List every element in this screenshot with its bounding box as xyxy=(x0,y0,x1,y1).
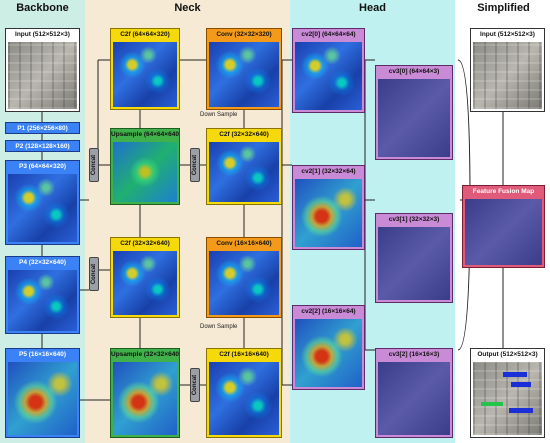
neck-c2f-1-label: C2f (64×64×320) xyxy=(120,31,170,38)
p3-label: P3 (64×64×320) xyxy=(19,163,66,170)
feature-fusion-map xyxy=(465,199,542,265)
head-cv3-2-label: cv3[2] (16×16×3) xyxy=(388,351,440,358)
head-cv2-0-label: cv2[0] (64×64×64) xyxy=(301,31,356,38)
neck-conv-1: Conv (32×32×320) xyxy=(206,28,282,110)
neck-title: Neck xyxy=(174,2,201,14)
detection-box-2 xyxy=(511,382,531,387)
neck-upsample-2: Upsample (32×32×640) xyxy=(110,348,180,438)
head-cv3-1: cv3[1] (32×32×3) xyxy=(375,213,453,303)
p3-heatmap xyxy=(8,174,77,242)
neck-c2f-3-label: C2f (32×32×640) xyxy=(120,240,170,247)
head-cv3-0-map xyxy=(378,79,450,157)
feature-fusion-label: Feature Fusion Map xyxy=(472,188,535,195)
neck-c2f-4: C2f (16×16×640) xyxy=(206,348,282,438)
neck-c2f-3-heatmap xyxy=(113,251,177,315)
concat-block-1: Concat xyxy=(89,148,99,182)
head-cv2-1-label: cv2[1] (32×32×64) xyxy=(301,168,356,175)
concat-label-2: Concat xyxy=(91,263,97,285)
p5-box: P5 (16×16×640) xyxy=(5,348,80,438)
input-photo xyxy=(8,42,77,109)
concat-block-4: Concat xyxy=(190,368,200,402)
down-sample-note-1: Down Sample xyxy=(200,112,238,118)
concat-label-3: Concat xyxy=(192,154,198,176)
simplified-input-label: Input (512×512×3) xyxy=(480,31,535,38)
neck-upsample-1-label: Upsample (64×64×640) xyxy=(111,131,179,138)
simplified-input-box: Input (512×512×3) xyxy=(470,28,545,112)
p4-heatmap xyxy=(8,270,77,331)
down-sample-note-2: Down Sample xyxy=(200,324,238,330)
head-cv3-1-label: cv3[1] (32×32×3) xyxy=(388,216,440,223)
head-cv2-0: cv2[0] (64×64×64) xyxy=(292,28,365,113)
concat-block-3: Concat xyxy=(190,148,200,182)
p3-box: P3 (64×64×320) xyxy=(5,160,80,245)
neck-c2f-1-heatmap xyxy=(113,42,177,107)
head-cv2-0-heatmap xyxy=(295,42,362,110)
detection-box-4 xyxy=(509,408,533,413)
simplified-output-box: Output (512×512×3) xyxy=(470,348,545,438)
head-cv2-2: cv2[2] (16×16×64) xyxy=(292,305,365,390)
neck-c2f-3: C2f (32×32×640) xyxy=(110,237,180,318)
simplified-title: Simplified xyxy=(477,2,530,14)
simplified-output-label: Output (512×512×3) xyxy=(477,351,538,358)
head-cv3-0: cv3[0] (64×64×3) xyxy=(375,65,453,160)
concat-label-1: Concat xyxy=(91,154,97,176)
detection-box-3 xyxy=(481,402,503,406)
p2-bar: P2 (128×128×160) xyxy=(5,140,80,152)
neck-upsample-1-heatmap xyxy=(113,142,177,202)
concat-block-2: Concat xyxy=(89,257,99,291)
neck-upsample-2-heatmap xyxy=(113,362,177,435)
head-cv3-2: cv3[2] (16×16×3) xyxy=(375,348,453,438)
p5-label: P5 (16×16×640) xyxy=(19,351,66,358)
backbone-title: Backbone xyxy=(16,2,69,14)
backbone-input-label: Input (512×512×3) xyxy=(15,31,70,38)
head-cv3-0-label: cv3[0] (64×64×3) xyxy=(388,68,440,75)
head-cv2-2-heatmap xyxy=(295,319,362,387)
backbone-input-box: Input (512×512×3) xyxy=(5,28,80,112)
neck-c2f-4-heatmap xyxy=(209,362,279,435)
neck-c2f-4-label: C2f (16×16×640) xyxy=(219,351,269,358)
p5-heatmap xyxy=(8,362,77,435)
neck-conv-2: Conv (16×16×640) xyxy=(206,237,282,318)
neck-conv-2-heatmap xyxy=(209,251,279,315)
head-title: Head xyxy=(359,2,386,14)
head-cv3-2-map xyxy=(378,362,450,435)
head-cv2-1-heatmap xyxy=(295,179,362,247)
neck-conv-1-heatmap xyxy=(209,42,279,107)
neck-c2f-2-heatmap xyxy=(209,142,279,202)
neck-conv-1-label: Conv (32×32×320) xyxy=(216,31,272,38)
simplified-input-photo xyxy=(473,42,542,109)
neck-c2f-2-label: C2f (32×32×640) xyxy=(219,131,269,138)
neck-upsample-2-label: Upsample (32×32×640) xyxy=(111,351,179,358)
output-photo xyxy=(473,362,542,435)
detection-box-1 xyxy=(503,372,527,377)
p4-box: P4 (32×32×640) xyxy=(5,256,80,334)
neck-c2f-1: C2f (64×64×320) xyxy=(110,28,180,110)
p4-label: P4 (32×32×640) xyxy=(19,259,66,266)
head-cv2-2-label: cv2[2] (16×16×64) xyxy=(301,308,356,315)
neck-c2f-2: C2f (32×32×640) xyxy=(206,128,282,205)
neck-conv-2-label: Conv (16×16×640) xyxy=(216,240,272,247)
feature-fusion-box: Feature Fusion Map xyxy=(462,185,545,268)
head-cv3-1-map xyxy=(378,227,450,300)
concat-label-4: Concat xyxy=(192,374,198,396)
p1-bar: P1 (256×256×80) xyxy=(5,122,80,134)
neck-upsample-1: Upsample (64×64×640) xyxy=(110,128,180,205)
head-cv2-1: cv2[1] (32×32×64) xyxy=(292,165,365,250)
